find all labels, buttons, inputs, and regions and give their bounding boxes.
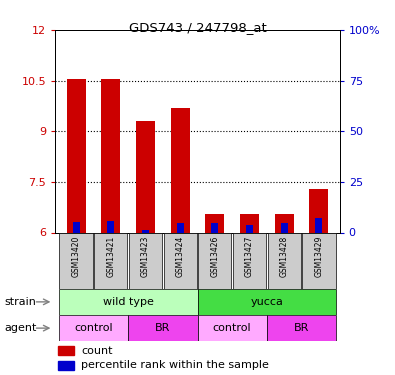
Bar — [198, 289, 336, 315]
Bar — [302, 232, 335, 289]
Bar — [136, 121, 155, 232]
Bar — [267, 232, 301, 289]
Text: strain: strain — [4, 297, 36, 307]
Bar — [198, 315, 267, 341]
Bar — [128, 315, 198, 341]
Text: control: control — [74, 323, 113, 333]
Bar — [94, 232, 128, 289]
Bar — [58, 361, 74, 370]
Text: BR: BR — [294, 323, 309, 333]
Text: yucca: yucca — [250, 297, 283, 307]
Text: GSM13424: GSM13424 — [176, 236, 184, 277]
Bar — [58, 346, 74, 355]
Bar — [275, 214, 294, 232]
Text: count: count — [81, 346, 113, 355]
Bar — [205, 214, 224, 232]
Text: BR: BR — [155, 323, 171, 333]
Bar — [246, 225, 253, 232]
Bar — [171, 108, 190, 232]
Bar — [211, 224, 218, 232]
Bar — [142, 231, 149, 232]
Bar — [198, 232, 231, 289]
Text: percentile rank within the sample: percentile rank within the sample — [81, 360, 269, 370]
Bar — [267, 315, 336, 341]
Text: GSM13427: GSM13427 — [245, 236, 254, 277]
Text: wild type: wild type — [103, 297, 154, 307]
Bar — [60, 232, 93, 289]
Bar — [240, 214, 259, 232]
Text: GSM13423: GSM13423 — [141, 236, 150, 277]
Bar — [101, 79, 120, 232]
Bar — [281, 224, 288, 232]
Text: GDS743 / 247798_at: GDS743 / 247798_at — [129, 21, 266, 34]
Bar — [67, 79, 86, 232]
Bar — [233, 232, 266, 289]
Text: GSM13428: GSM13428 — [280, 236, 289, 277]
Text: control: control — [213, 323, 252, 333]
Text: GSM13420: GSM13420 — [71, 236, 81, 277]
Bar — [129, 232, 162, 289]
Text: agent: agent — [4, 323, 36, 333]
Bar — [164, 232, 197, 289]
Bar — [59, 315, 128, 341]
Bar — [73, 222, 79, 232]
Text: GSM13429: GSM13429 — [314, 236, 324, 277]
Text: GSM13426: GSM13426 — [211, 236, 219, 277]
Text: GSM13421: GSM13421 — [106, 236, 115, 277]
Bar — [316, 218, 322, 232]
Bar — [177, 224, 184, 232]
Bar — [59, 289, 197, 315]
Bar — [107, 221, 114, 232]
Bar — [309, 189, 328, 232]
